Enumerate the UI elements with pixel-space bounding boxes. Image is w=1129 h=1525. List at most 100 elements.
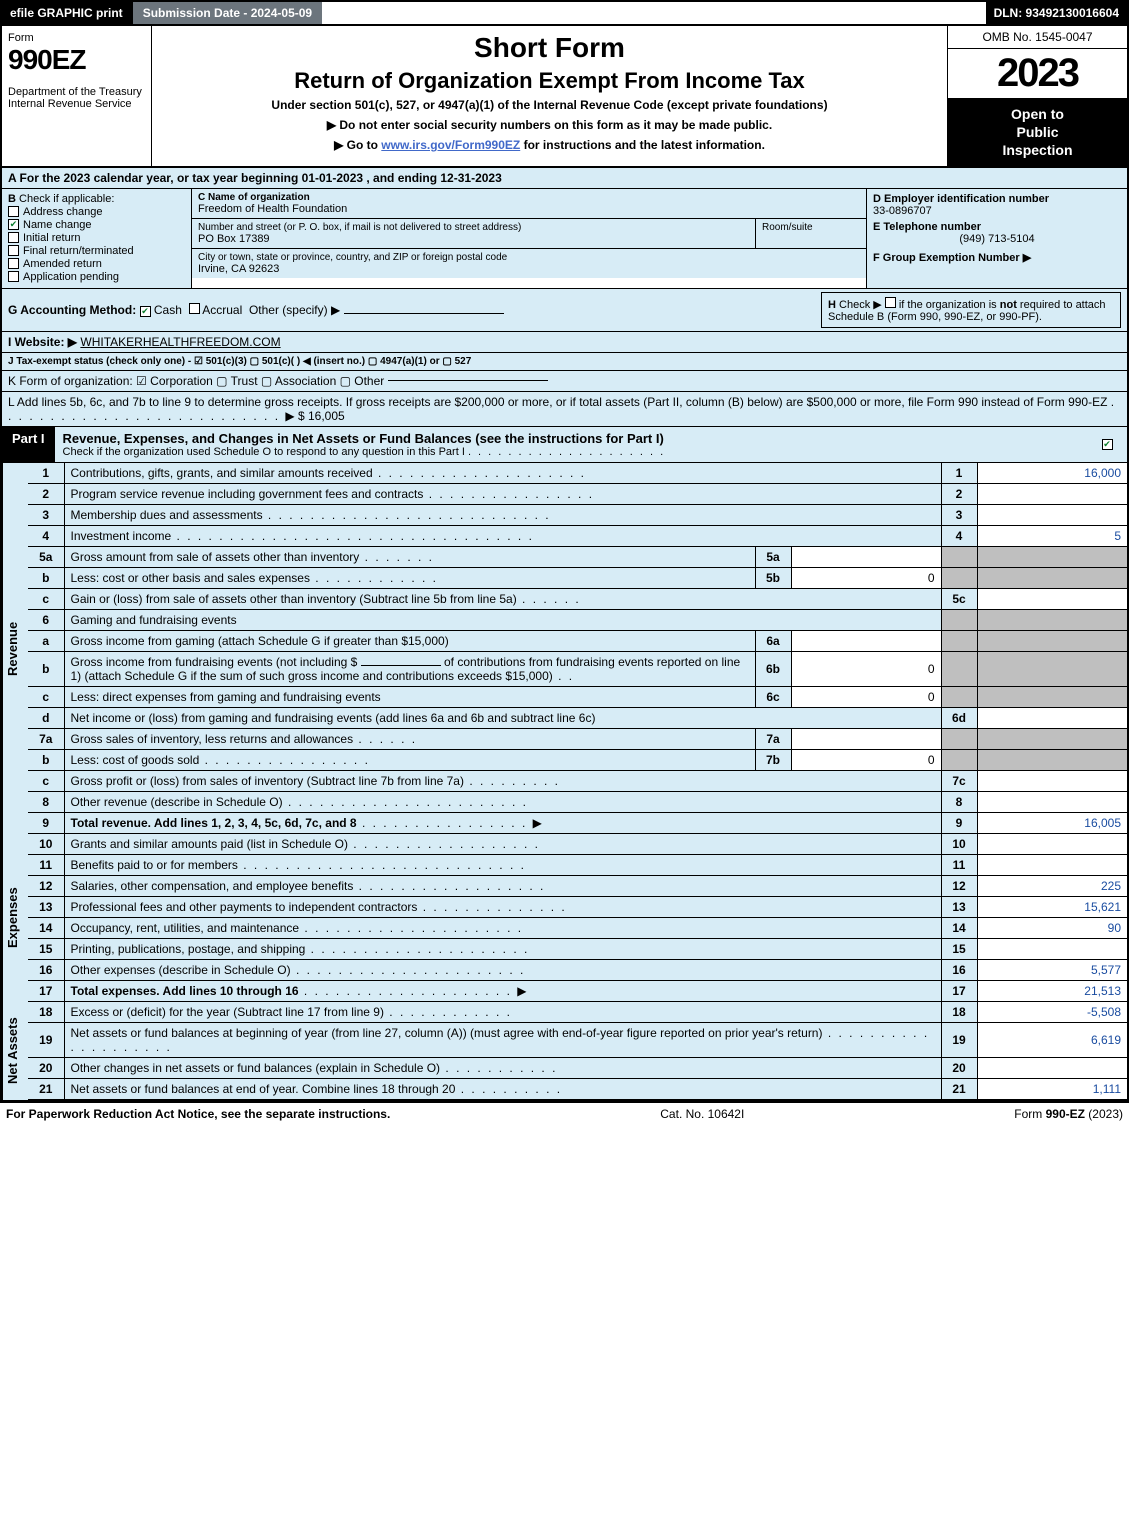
footer-right: Form 990-EZ (2023) bbox=[1014, 1107, 1123, 1121]
line-num: 10 bbox=[28, 834, 64, 855]
line-desc: Excess or (deficit) for the year (Subtra… bbox=[71, 1005, 384, 1019]
chk-final-return[interactable]: Final return/terminated bbox=[8, 245, 185, 257]
form-number: 990EZ bbox=[8, 44, 145, 76]
chk-application-pending[interactable]: Application pending bbox=[8, 271, 185, 283]
right-num: 19 bbox=[941, 1022, 977, 1057]
right-num: 13 bbox=[941, 896, 977, 917]
shade bbox=[977, 546, 1127, 567]
line-value: 90 bbox=[977, 917, 1127, 938]
dln-label: DLN: 93492130016604 bbox=[986, 2, 1127, 24]
line-6d: d Net income or (loss) from gaming and f… bbox=[28, 707, 1127, 728]
line-desc: Membership dues and assessments bbox=[71, 508, 263, 522]
k-other-input[interactable] bbox=[388, 380, 548, 381]
line-6c: c Less: direct expenses from gaming and … bbox=[28, 686, 1127, 707]
line-desc: Contributions, gifts, grants, and simila… bbox=[71, 466, 373, 480]
line-18: 18 Excess or (deficit) for the year (Subt… bbox=[28, 1002, 1127, 1023]
omb-number: OMB No. 1545-0047 bbox=[948, 26, 1127, 49]
shade bbox=[977, 651, 1127, 686]
section-bcdef: B Check if applicable: Address change Na… bbox=[0, 189, 1129, 289]
chk-label: Initial return bbox=[23, 232, 80, 244]
sub-num: 6b bbox=[755, 651, 791, 686]
line-desc: Net income or (loss) from gaming and fun… bbox=[64, 707, 941, 728]
right-num: 7c bbox=[941, 770, 977, 791]
line-21: 21 Net assets or fund balances at end of … bbox=[28, 1078, 1127, 1099]
part-1-check[interactable] bbox=[1087, 427, 1127, 462]
line-9: 9 Total revenue. Add lines 1, 2, 3, 4, 5… bbox=[28, 812, 1127, 833]
footer-mid: Cat. No. 10642I bbox=[660, 1107, 744, 1121]
irs-link[interactable]: www.irs.gov/Form990EZ bbox=[381, 138, 520, 152]
line-num: 13 bbox=[28, 896, 64, 917]
line-num: b bbox=[28, 651, 64, 686]
line-num: 9 bbox=[28, 812, 64, 833]
line-num: 4 bbox=[28, 525, 64, 546]
website-value[interactable]: WHITAKERHEALTHFREEDOM.COM bbox=[80, 335, 280, 349]
line-value bbox=[977, 588, 1127, 609]
right-num: 14 bbox=[941, 917, 977, 938]
line-desc: Printing, publications, postage, and shi… bbox=[71, 942, 306, 956]
right-num: 18 bbox=[941, 1002, 977, 1023]
line-desc: Grants and similar amounts paid (list in… bbox=[71, 837, 348, 851]
line-5b: b Less: cost or other basis and sales ex… bbox=[28, 567, 1127, 588]
line-value: -5,508 bbox=[977, 1002, 1127, 1023]
shade bbox=[941, 546, 977, 567]
shade bbox=[977, 567, 1127, 588]
part-1-title-block: Revenue, Expenses, and Changes in Net As… bbox=[55, 427, 1087, 462]
subtitle: Under section 501(c), 527, or 4947(a)(1)… bbox=[160, 98, 939, 112]
chk-name-change[interactable]: Name change bbox=[8, 219, 185, 231]
chk-accrual[interactable] bbox=[189, 303, 200, 314]
chk-label: Amended return bbox=[23, 258, 102, 270]
shade bbox=[941, 609, 977, 630]
right-num: 2 bbox=[941, 483, 977, 504]
l-arrow: ▶ $ bbox=[285, 409, 304, 423]
chk-address-change[interactable]: Address change bbox=[8, 206, 185, 218]
right-header-block: OMB No. 1545-0047 2023 Open to Public In… bbox=[947, 26, 1127, 166]
line-6a: a Gross income from gaming (attach Sched… bbox=[28, 630, 1127, 651]
chk-amended-return[interactable]: Amended return bbox=[8, 258, 185, 270]
efile-label[interactable]: efile GRAPHIC print bbox=[2, 2, 131, 24]
title-short: Short Form bbox=[160, 32, 939, 64]
line-desc-1: Gross income from fundraising events (no… bbox=[71, 655, 358, 669]
line-7b: b Less: cost of goods sold . . . . . . .… bbox=[28, 749, 1127, 770]
line-desc: Net assets or fund balances at end of ye… bbox=[71, 1082, 456, 1096]
expenses-table: 10 Grants and similar amounts paid (list … bbox=[28, 834, 1127, 1002]
line-11: 11Benefits paid to or for members . . . … bbox=[28, 854, 1127, 875]
org-name-block: C Name of organization Freedom of Health… bbox=[192, 189, 866, 219]
chk-h[interactable] bbox=[885, 297, 896, 308]
i-label: I Website: ▶ bbox=[8, 335, 77, 349]
j-text: J Tax-exempt status (check only one) - ☑… bbox=[8, 356, 471, 367]
chk-label: Address change bbox=[23, 206, 103, 218]
open-line-3: Inspection bbox=[952, 141, 1123, 159]
line-value bbox=[977, 854, 1127, 875]
chk-initial-return[interactable]: Initial return bbox=[8, 232, 185, 244]
city-value: Irvine, CA 92623 bbox=[198, 263, 860, 275]
street-value: PO Box 17389 bbox=[198, 233, 749, 245]
chk-label: Final return/terminated bbox=[23, 245, 134, 257]
dept-line-2: Internal Revenue Service bbox=[8, 98, 145, 110]
room-label: Room/suite bbox=[762, 222, 860, 233]
sub-val bbox=[791, 630, 941, 651]
line-6: 6 Gaming and fundraising events bbox=[28, 609, 1127, 630]
blank-input[interactable] bbox=[361, 665, 441, 666]
line-desc: Gain or (loss) from sale of assets other… bbox=[71, 592, 517, 606]
line-num: a bbox=[28, 630, 64, 651]
line-num: 17 bbox=[28, 980, 64, 1001]
line-num: 18 bbox=[28, 1002, 64, 1023]
instruction-2-post: for instructions and the latest informat… bbox=[520, 138, 765, 152]
net-assets-side-label: Net Assets bbox=[2, 1002, 28, 1100]
chk-cash[interactable] bbox=[140, 306, 151, 317]
line-num: 2 bbox=[28, 483, 64, 504]
line-12: 12Salaries, other compensation, and empl… bbox=[28, 875, 1127, 896]
line-13: 13Professional fees and other payments t… bbox=[28, 896, 1127, 917]
sub-val: 0 bbox=[791, 567, 941, 588]
sub-val bbox=[791, 546, 941, 567]
line-7c: c Gross profit or (loss) from sales of i… bbox=[28, 770, 1127, 791]
line-num: c bbox=[28, 770, 64, 791]
section-c: C Name of organization Freedom of Health… bbox=[192, 189, 867, 288]
line-k: K Form of organization: ☑ Corporation ▢ … bbox=[0, 371, 1129, 392]
line-desc: Gross amount from sale of assets other t… bbox=[71, 550, 360, 564]
line-desc: Total expenses. Add lines 10 through 16 bbox=[71, 984, 299, 998]
line-num: 21 bbox=[28, 1078, 64, 1099]
footer-left: For Paperwork Reduction Act Notice, see … bbox=[6, 1107, 390, 1121]
g-other-input[interactable] bbox=[344, 313, 504, 314]
sub-num: 6c bbox=[755, 686, 791, 707]
